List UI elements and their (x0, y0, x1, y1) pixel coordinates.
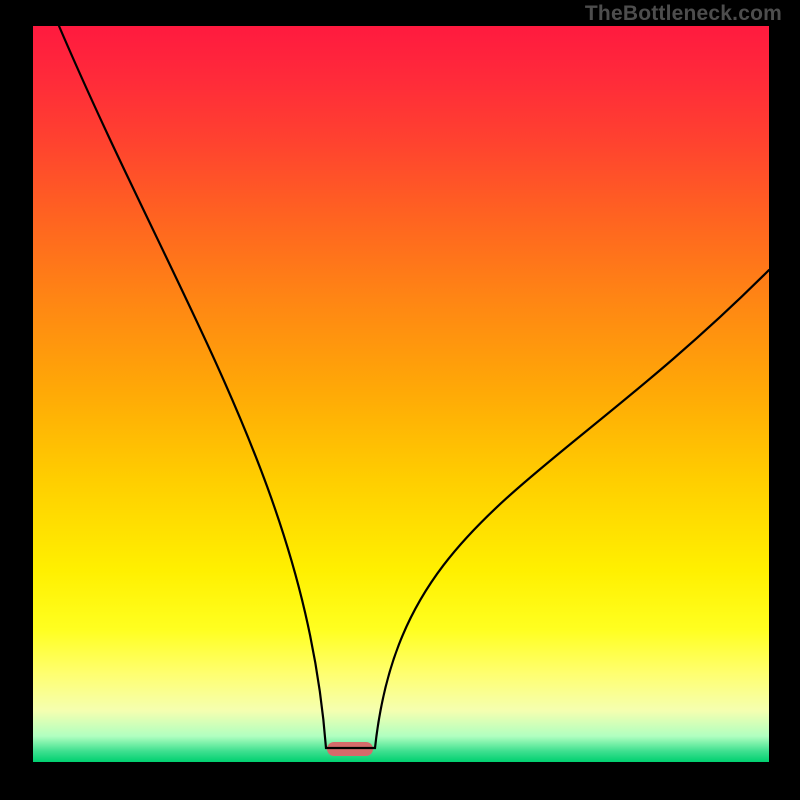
chart-container: TheBottleneck.com (0, 0, 800, 800)
plot-background (33, 26, 769, 762)
bottleneck-chart (0, 0, 800, 800)
